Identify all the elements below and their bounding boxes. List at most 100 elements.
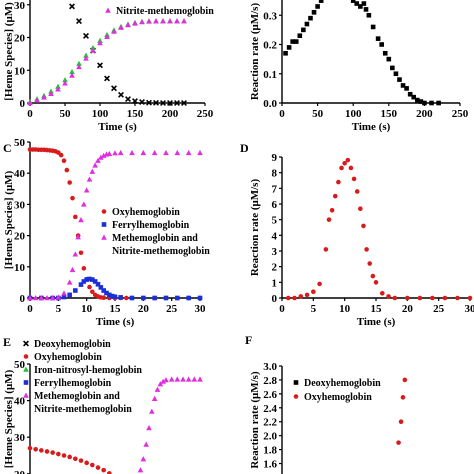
x-tick-label: 25 <box>433 303 445 315</box>
data-point <box>69 72 75 78</box>
data-point <box>86 176 93 182</box>
data-point <box>78 282 84 287</box>
panel-label: C <box>3 141 12 155</box>
y-tick: 6 <box>272 199 282 211</box>
data-point <box>405 295 410 301</box>
y-tick-label: 20 <box>14 33 26 45</box>
data-point <box>44 449 50 454</box>
x-tick: 250 <box>452 103 469 120</box>
data-point <box>358 206 363 211</box>
data-point <box>404 86 409 91</box>
data-point <box>83 187 90 193</box>
x-tick: 50 <box>312 103 324 120</box>
x-tick-label: 200 <box>162 108 179 120</box>
data-point <box>139 19 145 25</box>
y-tick: 2.2 <box>263 417 282 429</box>
data-point <box>141 295 146 301</box>
legend: Nitrite-methemoglobin <box>105 6 214 17</box>
y-tick: 1 <box>272 277 282 289</box>
y-tick-label: 0.1 <box>263 69 277 81</box>
data-point <box>76 60 82 66</box>
data-point <box>364 247 369 252</box>
data-point <box>129 149 135 156</box>
y-axis-label: Reaction rate (μM/s) <box>249 371 261 469</box>
data-point <box>95 465 101 470</box>
data-point <box>358 4 363 9</box>
legend-marker <box>105 7 111 13</box>
y-tick: 30 <box>14 432 30 444</box>
data-point <box>414 97 420 103</box>
y-tick: 30 <box>14 0 30 12</box>
x-tick: 100 <box>345 103 362 120</box>
y-tick-label: 7 <box>272 183 278 195</box>
series-0 <box>283 0 441 106</box>
y-tick-label: 50 <box>14 359 26 371</box>
data-point <box>146 99 152 106</box>
data-point <box>67 180 72 185</box>
data-point <box>104 75 110 82</box>
x-tick-label: 0 <box>279 303 285 315</box>
x-tick: 15 <box>371 298 382 315</box>
x-axis-label: Time (s) <box>352 121 391 133</box>
data-point <box>73 214 78 220</box>
data-point <box>90 44 96 51</box>
x-tick-label: 0 <box>27 303 33 315</box>
data-point <box>58 152 64 158</box>
series-0 <box>285 157 473 301</box>
data-point <box>317 281 322 287</box>
x-tick-label: 200 <box>416 108 433 120</box>
data-point <box>390 65 395 71</box>
axes <box>29 0 205 104</box>
x-tick-label: 50 <box>312 108 324 120</box>
x-tick: 30 <box>195 298 206 315</box>
data-point <box>455 295 460 301</box>
data-point <box>326 217 332 222</box>
data-point <box>111 28 117 34</box>
data-point <box>191 376 198 382</box>
y-tick: 4 <box>272 230 282 242</box>
data-point <box>62 80 68 86</box>
panel-label: E <box>3 335 11 349</box>
data-point <box>104 33 110 40</box>
data-point <box>361 223 366 229</box>
data-point <box>90 277 95 282</box>
y-tick: 8 <box>272 168 282 180</box>
data-point <box>132 20 138 26</box>
data-point <box>95 281 101 287</box>
data-point <box>348 165 354 171</box>
data-point <box>375 36 381 41</box>
x-tick: 50 <box>60 103 71 120</box>
data-point <box>33 446 38 452</box>
data-point <box>342 160 347 166</box>
legend-entry: Ferrylhemoglobin <box>34 378 112 389</box>
legend-entry: Ferrylhemoglobin <box>112 220 190 231</box>
data-point <box>78 250 84 256</box>
data-point <box>69 3 75 10</box>
data-point <box>168 376 175 382</box>
data-point <box>90 462 95 468</box>
y-tick-label: 50 <box>14 137 26 149</box>
y-axis-label: Reaction rate (μM/s) <box>249 179 261 277</box>
y-tick-label: 1.6 <box>263 459 277 471</box>
data-point <box>163 377 169 383</box>
data-point <box>379 291 385 296</box>
x-tick: 10 <box>339 298 351 315</box>
data-point <box>95 157 101 163</box>
legend-marker <box>101 234 107 240</box>
legend-marker <box>101 222 107 227</box>
data-point <box>283 50 288 56</box>
data-point <box>98 154 104 160</box>
data-point <box>81 201 87 207</box>
data-point <box>106 150 113 157</box>
data-point <box>107 292 112 298</box>
data-point <box>118 24 124 30</box>
data-point <box>392 295 398 301</box>
y-axis-label: Reaction rate (μM/s) <box>249 3 261 101</box>
x-tick-label: 5 <box>311 303 317 315</box>
x-tick-label: 20 <box>402 303 414 315</box>
data-point <box>69 266 76 273</box>
legend-marker <box>23 354 29 359</box>
series-2 <box>27 149 203 301</box>
data-point <box>146 18 152 24</box>
data-point <box>160 100 166 106</box>
